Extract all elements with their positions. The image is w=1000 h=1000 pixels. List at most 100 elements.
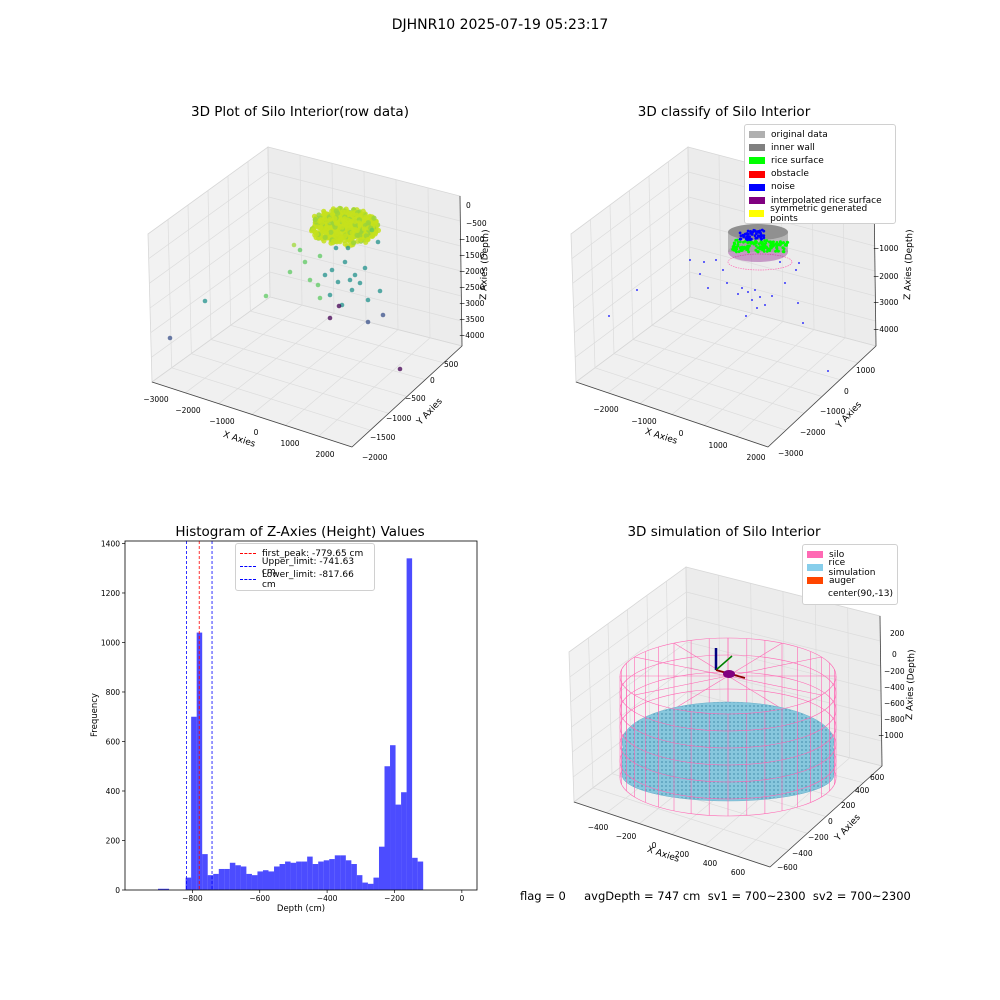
rice-surface-point (746, 241, 750, 245)
rice-surface-point (774, 249, 777, 253)
p2-ztick: −4000 (873, 325, 899, 334)
p4-ztick: −1000 (878, 731, 904, 740)
raw-data-point (323, 230, 329, 236)
rice-surface-point (736, 243, 740, 246)
noise-point (747, 291, 749, 293)
noise-point (750, 237, 753, 241)
rice-surface-point (756, 250, 759, 254)
noise-point (756, 307, 758, 309)
histogram-chart: −800 −600 −400 −200 0 0 200 400 600 800 1000 1200 14… (90, 539, 478, 914)
histogram-bar (290, 862, 297, 890)
noise-point (760, 228, 764, 232)
rice-surface-point (775, 246, 778, 250)
p2-xtick: −1000 (631, 417, 657, 426)
hist-xtick: −400 (317, 894, 338, 903)
hist-ytick: 0 (115, 886, 120, 895)
p4-ytick: 400 (855, 786, 870, 795)
rice-surface-point (782, 241, 785, 244)
histogram-bar (301, 861, 308, 890)
legend-item: rice surface (749, 154, 891, 167)
noise-point (762, 236, 766, 240)
raw-data-point (322, 272, 328, 278)
p2-ztick: −1000 (873, 244, 899, 253)
p1-ztick: −3500 (459, 315, 485, 324)
legend-swatch (240, 553, 256, 555)
rice-surface-point (761, 241, 764, 244)
raw-data-point (321, 215, 328, 221)
rice-surface-point (765, 239, 769, 243)
p1-ytick: −500 (405, 394, 426, 403)
histogram-bar (323, 860, 330, 890)
raw-data-point (349, 287, 355, 293)
histogram-bar (362, 882, 368, 890)
legend-item: first_peak: -779.65 cm (240, 547, 370, 560)
p2-ztick: −3000 (873, 298, 899, 307)
panel2-title: 3D classify of Silo Interior (637, 104, 811, 120)
rice-surface-point (754, 244, 758, 248)
histogram-bar (395, 804, 402, 890)
histogram-bar (251, 875, 258, 890)
raw-data-point (335, 238, 341, 244)
panel2-legend: original data inner wall rice surface obsta… (744, 124, 896, 225)
p1-ytick: −1000 (386, 414, 412, 423)
raw-data-point (365, 236, 371, 243)
legend-label: rice surface (771, 155, 824, 166)
noise-point (722, 269, 724, 271)
raw-data-point (263, 293, 269, 299)
noise-point (784, 282, 786, 284)
legend-item: symmetric generated points (749, 204, 891, 224)
histogram-bar (412, 857, 418, 890)
p1-ztick: −500 (466, 219, 487, 228)
p4-xtick: −400 (588, 823, 609, 832)
raw-data-point (345, 225, 351, 231)
histogram-bar (207, 875, 214, 890)
histogram-bar (401, 792, 407, 890)
legend-label: rice simulation (828, 557, 876, 578)
histogram-bar (158, 888, 164, 890)
rice-surface-point (747, 250, 750, 254)
rice-surface-point (750, 240, 753, 244)
rice-surface-point (758, 245, 762, 249)
raw-data-point (352, 218, 358, 224)
noise-point (739, 237, 743, 241)
histogram-bar (262, 870, 269, 890)
noise-point (751, 299, 753, 301)
p4-ztick: 200 (890, 629, 905, 638)
raw-data-point (317, 295, 323, 301)
raw-data-point (357, 233, 363, 239)
raw-data-point (333, 228, 339, 234)
legend-label: original data (771, 129, 828, 140)
noise-point (741, 287, 743, 289)
hist-ytick: 800 (106, 688, 121, 697)
rice-surface-point (784, 243, 788, 247)
hist-ytick: 600 (106, 737, 121, 746)
legend-label: interpolated rice surface (771, 195, 882, 206)
raw-data-point (317, 218, 323, 224)
raw-data-point (202, 298, 208, 304)
noise-point (756, 230, 760, 233)
histogram-bar (351, 864, 357, 890)
rice-surface-point (748, 244, 751, 248)
legend-label: inner wall (771, 142, 815, 153)
raw-data-point (167, 335, 173, 341)
noise-point (827, 370, 829, 372)
raw-data-point (333, 220, 339, 226)
histogram-bar (202, 854, 208, 890)
rice-surface-point (786, 241, 790, 244)
legend-swatch (749, 183, 765, 191)
noise-point (771, 295, 773, 297)
noise-point (737, 293, 739, 295)
noise-point (764, 304, 766, 306)
figure-title: DJHNR10 2025-07-19 05:23:17 (391, 17, 609, 33)
legend-swatch (807, 551, 823, 559)
histogram-bar (218, 868, 225, 890)
p4-ytick: −200 (808, 833, 829, 842)
p2-xtick: 0 (679, 429, 684, 438)
raw-data-point (369, 227, 375, 233)
noise-point (689, 259, 691, 261)
raw-data-point (354, 212, 360, 218)
noise-point (754, 289, 756, 291)
rice-surface-point (740, 245, 744, 249)
rice-surface-point (743, 245, 746, 249)
raw-data-point (329, 267, 335, 273)
